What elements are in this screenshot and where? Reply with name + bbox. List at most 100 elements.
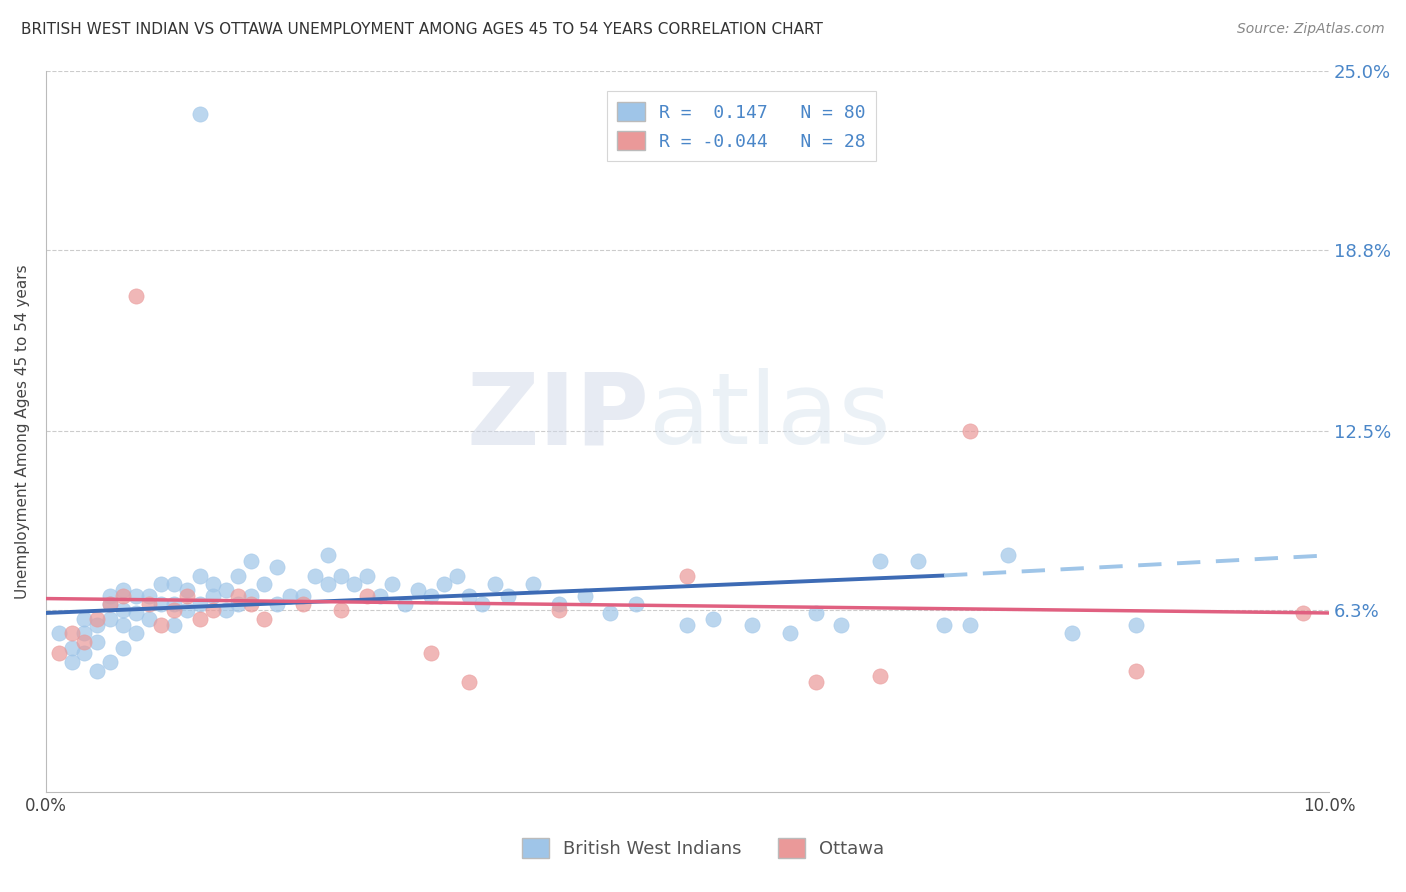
Point [176, 589, 198, 603]
Point [86, 617, 108, 632]
Point [240, 598, 263, 612]
Legend: R =  0.147   N = 80, R = -0.044   N = 28: R = 0.147 N = 80, R = -0.044 N = 28 [606, 91, 876, 161]
Point [98, 598, 121, 612]
Point [48, 646, 70, 660]
Point [214, 603, 236, 617]
Text: ZIP: ZIP [465, 368, 650, 466]
Point [111, 603, 134, 617]
Point [343, 577, 366, 591]
Point [150, 598, 173, 612]
Point [188, 612, 211, 626]
Point [86, 664, 108, 678]
Point [201, 589, 224, 603]
Point [548, 603, 571, 617]
Point [214, 582, 236, 597]
Y-axis label: Unemployment Among Ages 45 to 54 years: Unemployment Among Ages 45 to 54 years [15, 264, 30, 599]
Point [394, 598, 416, 612]
Point [356, 589, 378, 603]
Point [73, 635, 96, 649]
Point [959, 617, 981, 632]
Point [253, 577, 276, 591]
Point [111, 589, 134, 603]
Text: Source: ZipAtlas.com: Source: ZipAtlas.com [1237, 22, 1385, 37]
Point [125, 289, 148, 303]
Point [316, 549, 339, 563]
Point [228, 589, 250, 603]
Point [316, 577, 339, 591]
Point [869, 669, 891, 683]
Point [253, 612, 276, 626]
Point [86, 612, 108, 626]
Point [188, 568, 211, 582]
Point [548, 598, 571, 612]
Point [1292, 606, 1315, 620]
Point [869, 554, 891, 568]
Point [702, 612, 724, 626]
Point [496, 589, 519, 603]
Point [291, 589, 314, 603]
Point [471, 598, 494, 612]
Point [138, 598, 160, 612]
Point [73, 626, 96, 640]
Point [291, 598, 314, 612]
Point [1062, 626, 1084, 640]
Point [98, 612, 121, 626]
Point [779, 626, 801, 640]
Point [125, 626, 148, 640]
Point [240, 554, 263, 568]
Point [73, 646, 96, 660]
Point [111, 640, 134, 655]
Point [419, 589, 441, 603]
Text: BRITISH WEST INDIAN VS OTTAWA UNEMPLOYMENT AMONG AGES 45 TO 54 YEARS CORRELATION: BRITISH WEST INDIAN VS OTTAWA UNEMPLOYME… [21, 22, 823, 37]
Point [240, 589, 263, 603]
Point [381, 577, 404, 591]
Point [228, 598, 250, 612]
Point [522, 577, 544, 591]
Point [419, 646, 441, 660]
Point [304, 568, 326, 582]
Point [484, 577, 506, 591]
Point [201, 577, 224, 591]
Point [932, 617, 955, 632]
Point [60, 626, 83, 640]
Point [176, 603, 198, 617]
Point [138, 612, 160, 626]
Point [599, 606, 621, 620]
Legend: British West Indians, Ottawa: British West Indians, Ottawa [515, 830, 891, 865]
Point [676, 617, 699, 632]
Point [368, 589, 391, 603]
Point [150, 617, 173, 632]
Point [1125, 617, 1147, 632]
Point [804, 675, 827, 690]
Point [676, 568, 699, 582]
Point [330, 568, 353, 582]
Point [163, 577, 186, 591]
Point [163, 603, 186, 617]
Point [330, 603, 353, 617]
Point [48, 626, 70, 640]
Point [98, 598, 121, 612]
Point [574, 589, 596, 603]
Point [433, 577, 456, 591]
Point [86, 635, 108, 649]
Point [406, 582, 429, 597]
Point [73, 612, 96, 626]
Point [804, 606, 827, 620]
Point [163, 617, 186, 632]
Point [188, 598, 211, 612]
Point [98, 589, 121, 603]
Point [959, 425, 981, 439]
Point [163, 598, 186, 612]
Point [188, 107, 211, 121]
Point [125, 606, 148, 620]
Point [201, 603, 224, 617]
Point [1125, 664, 1147, 678]
Point [907, 554, 929, 568]
Point [830, 617, 852, 632]
Point [624, 598, 647, 612]
Point [228, 568, 250, 582]
Point [138, 589, 160, 603]
Point [176, 582, 198, 597]
Point [111, 582, 134, 597]
Point [997, 549, 1019, 563]
